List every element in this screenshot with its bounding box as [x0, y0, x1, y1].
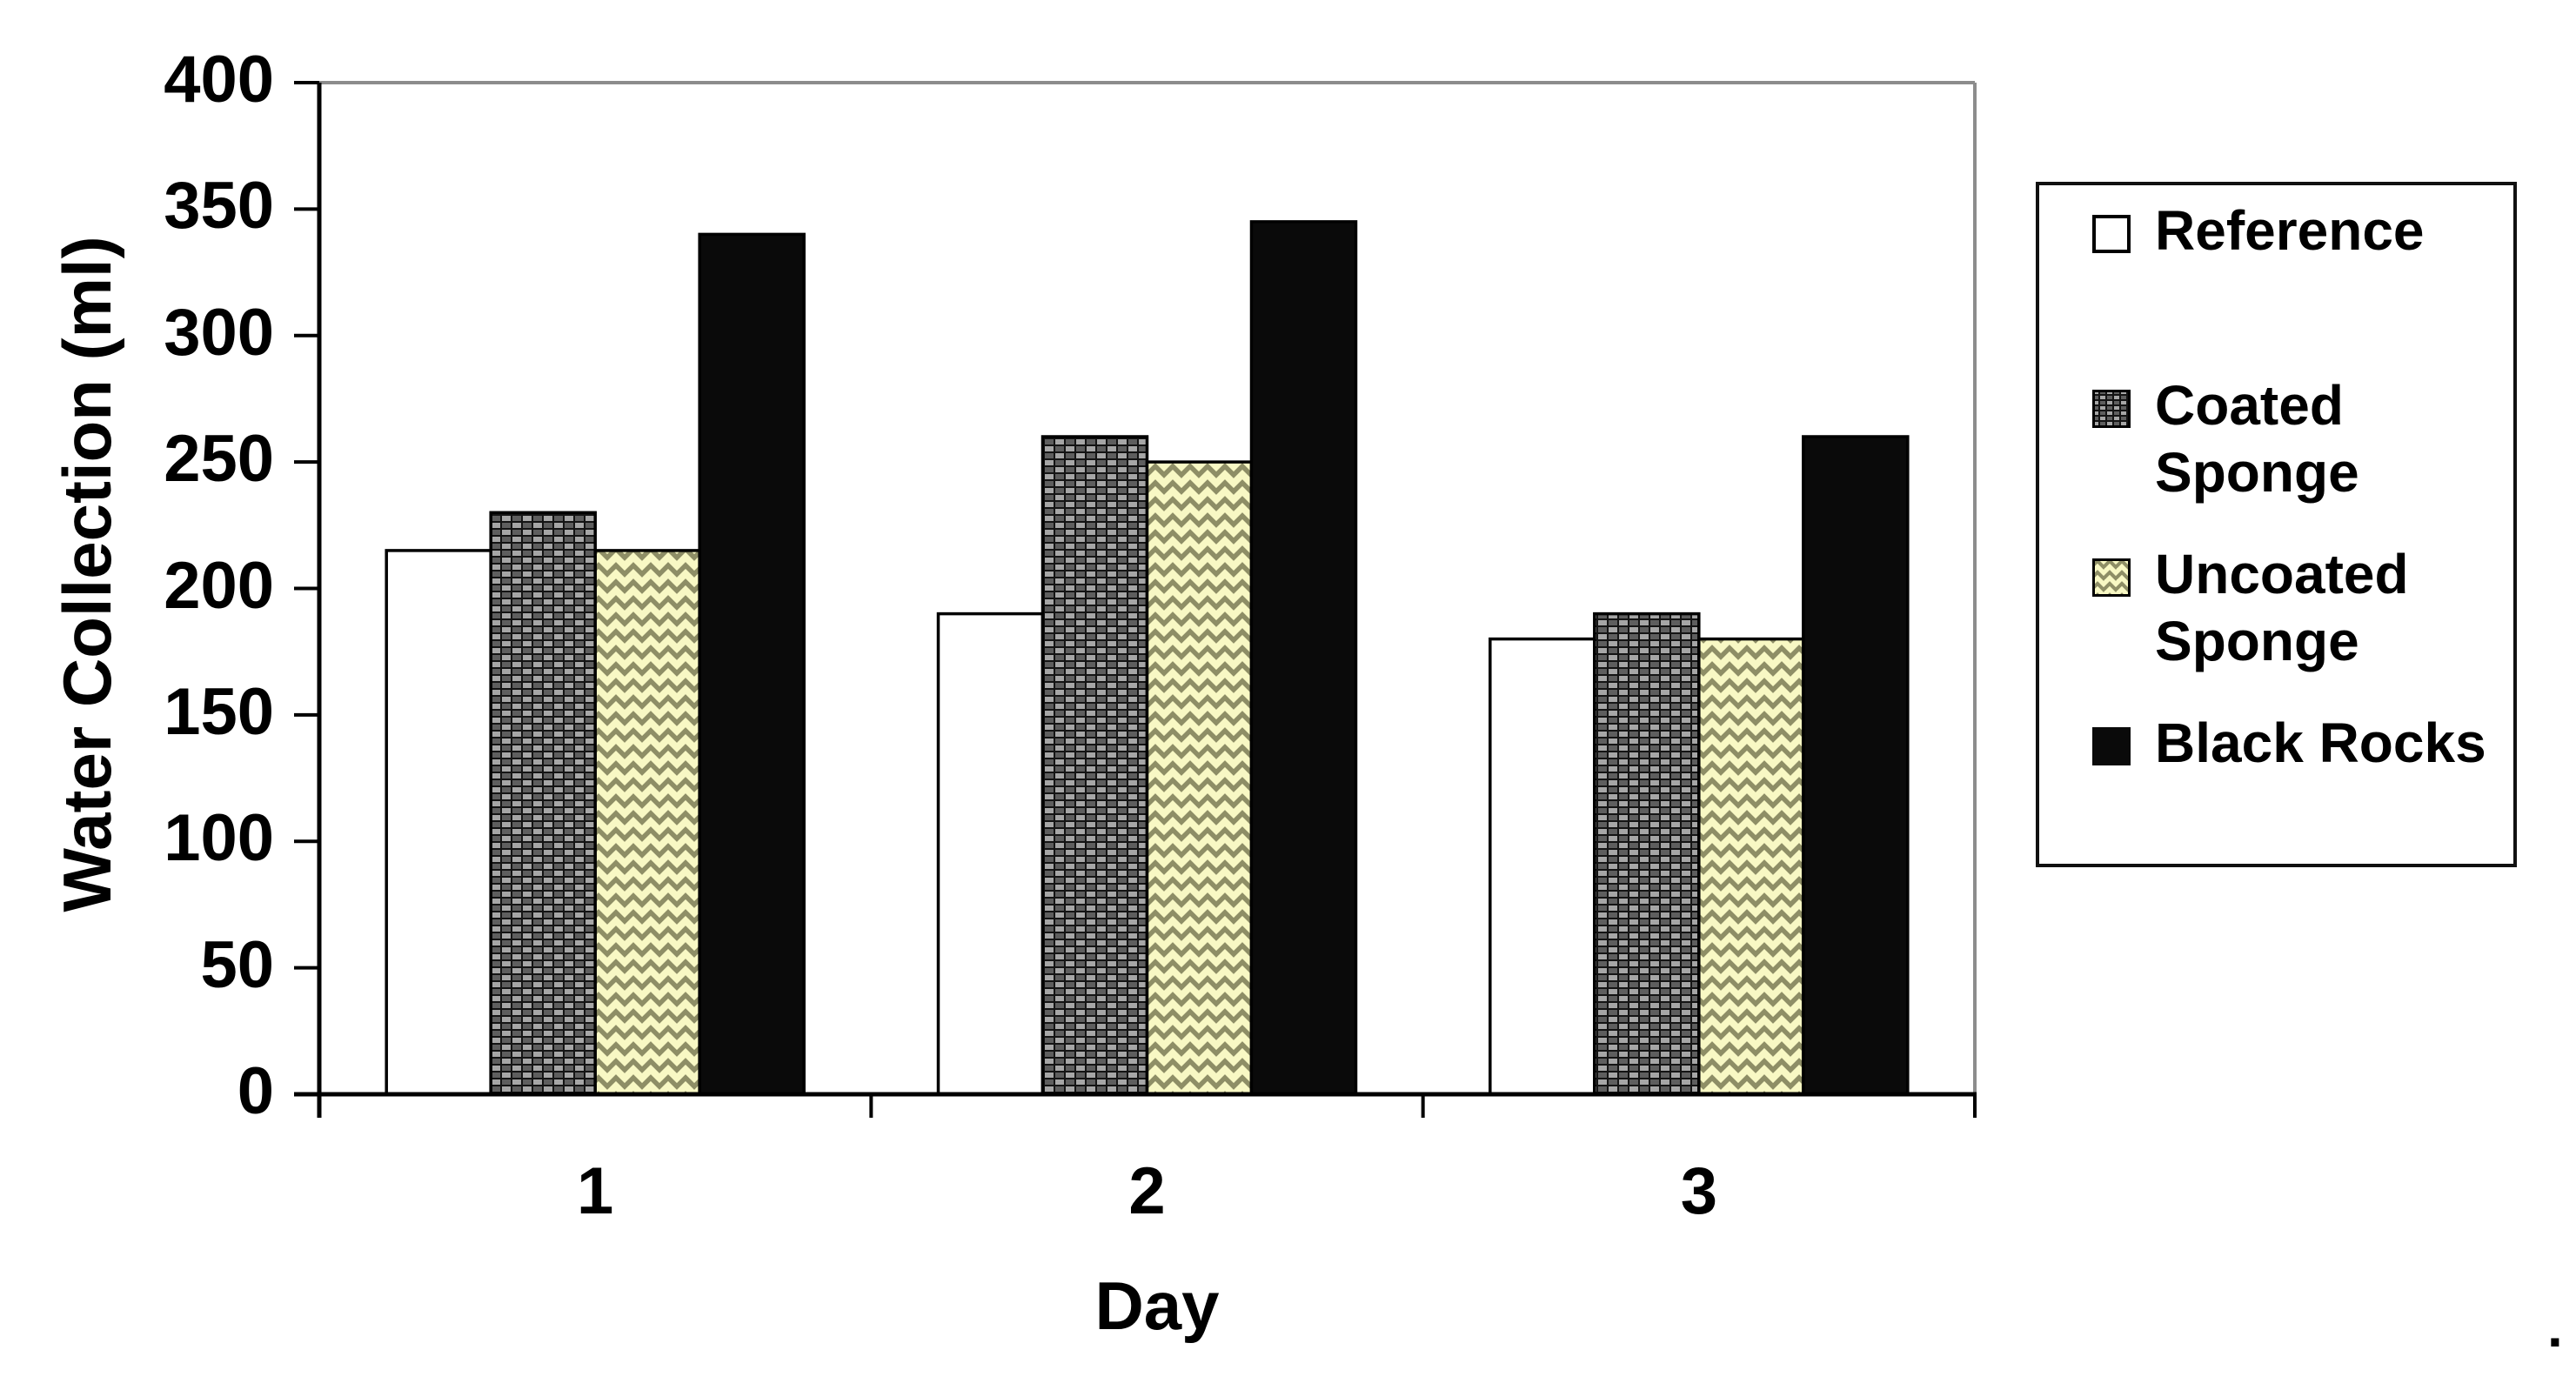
x-tick-label-2: 2 [1128, 1154, 1166, 1228]
legend-swatch-black-rocks [2092, 727, 2131, 765]
bar-day3-uncoated-sponge [1697, 637, 1805, 1096]
legend-label-line: Black Rocks [2155, 712, 2486, 774]
axes-group [294, 81, 1977, 1118]
trailing-period-text: . [2547, 1296, 2563, 1359]
bar-day2-reference [936, 611, 1045, 1096]
bar-day3-reference [1489, 637, 1596, 1096]
legend-label-line: Uncoated [2155, 543, 2409, 605]
legend-label-coated-sponge: Coated Sponge [2155, 372, 2359, 506]
y-tick-label-250: 250 [164, 422, 274, 497]
y-tick-label-0: 0 [237, 1053, 274, 1128]
legend-label-line: Sponge [2155, 610, 2359, 672]
x-tick-label-1: 1 [577, 1154, 614, 1228]
legend-label-line: Reference [2155, 199, 2425, 262]
bar-day1-black-rocks [698, 232, 806, 1096]
legend-label-reference: Reference [2155, 197, 2425, 264]
bar-day2-uncoated-sponge [1145, 460, 1254, 1096]
y-tick-label-400: 400 [164, 42, 274, 117]
y-tick-label-100: 100 [164, 801, 274, 876]
x-tick-label-3: 3 [1680, 1154, 1717, 1228]
legend-swatch-reference [2092, 215, 2131, 253]
legend-swatch-uncoated-sponge [2092, 558, 2131, 597]
y-tick-label-150: 150 [164, 674, 274, 749]
legend-swatch-coated-sponge [2092, 390, 2131, 428]
legend-label-line: Coated [2155, 374, 2344, 437]
legend-label-uncoated-sponge: Uncoated Sponge [2155, 541, 2409, 675]
y-tick-label-300: 300 [164, 295, 274, 370]
bars-group [385, 220, 1910, 1096]
y-tick-label-200: 200 [164, 548, 274, 623]
legend-label-black-rocks: Black Rocks [2155, 710, 2486, 777]
legend-label-line: Sponge [2155, 441, 2359, 504]
bar-day2-coated-sponge [1040, 435, 1149, 1096]
bar-day1-reference [385, 549, 492, 1096]
bar-day2-black-rocks [1249, 220, 1358, 1096]
bar-day3-coated-sponge [1593, 611, 1701, 1096]
bar-day1-coated-sponge [489, 511, 597, 1096]
x-axis-title: Day [1094, 1267, 1220, 1344]
y-tick-label-350: 350 [164, 169, 274, 244]
y-tick-label-50: 50 [200, 927, 274, 1002]
bar-day3-black-rocks [1802, 435, 1910, 1096]
bar-day1-uncoated-sponge [593, 549, 701, 1096]
